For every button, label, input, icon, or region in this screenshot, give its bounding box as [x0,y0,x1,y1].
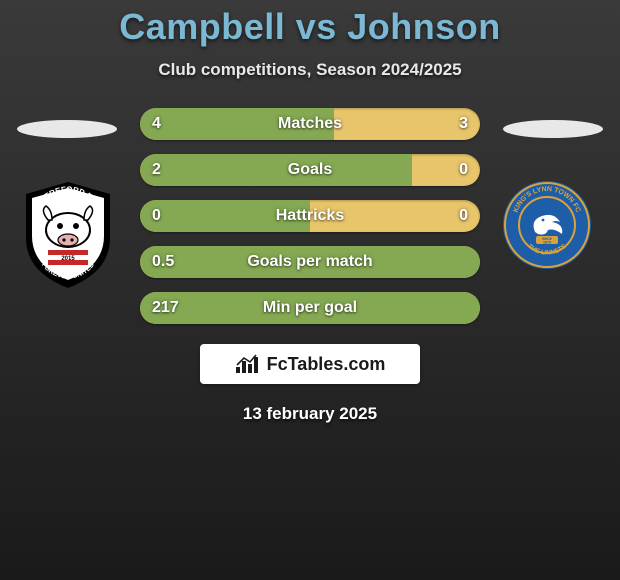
bar-chart-icon [235,353,259,375]
svg-text:1879: 1879 [543,241,551,245]
stat-label: Matches [140,108,480,140]
stat-bar: 2Goals0 [140,154,480,186]
stat-value-right: 0 [459,154,468,186]
page-title: Campbell vs Johnson [0,0,620,48]
stat-label: Goals per match [140,246,480,278]
stat-bar: 0Hattricks0 [140,200,480,232]
stat-bar: 0.5Goals per match [140,246,480,278]
stat-value-right: 0 [459,200,468,232]
svg-text:2015: 2015 [61,256,75,262]
stat-label: Min per goal [140,292,480,324]
date-text: 13 february 2025 [0,404,620,424]
stat-bar: 4Matches3 [140,108,480,140]
player-left-silhouette [12,118,122,140]
fctables-brand: FcTables.com [200,344,420,384]
kings-lynn-town-fc-crest: KING'S LYNN TOWN FC THE LINNETS SINCE 18… [502,180,602,280]
stat-bar: 217Min per goal [140,292,480,324]
stat-bars: 4Matches32Goals00Hattricks00.5Goals per … [140,108,480,324]
brand-text: FcTables.com [267,354,386,375]
hereford-fc-crest: HEREFORD FC 2015 FOREVER UNITED [18,180,118,280]
stat-value-right: 3 [459,108,468,140]
subtitle: Club competitions, Season 2024/2025 [0,60,620,80]
stat-label: Hattricks [140,200,480,232]
stat-label: Goals [140,154,480,186]
player-right-silhouette [498,118,608,140]
